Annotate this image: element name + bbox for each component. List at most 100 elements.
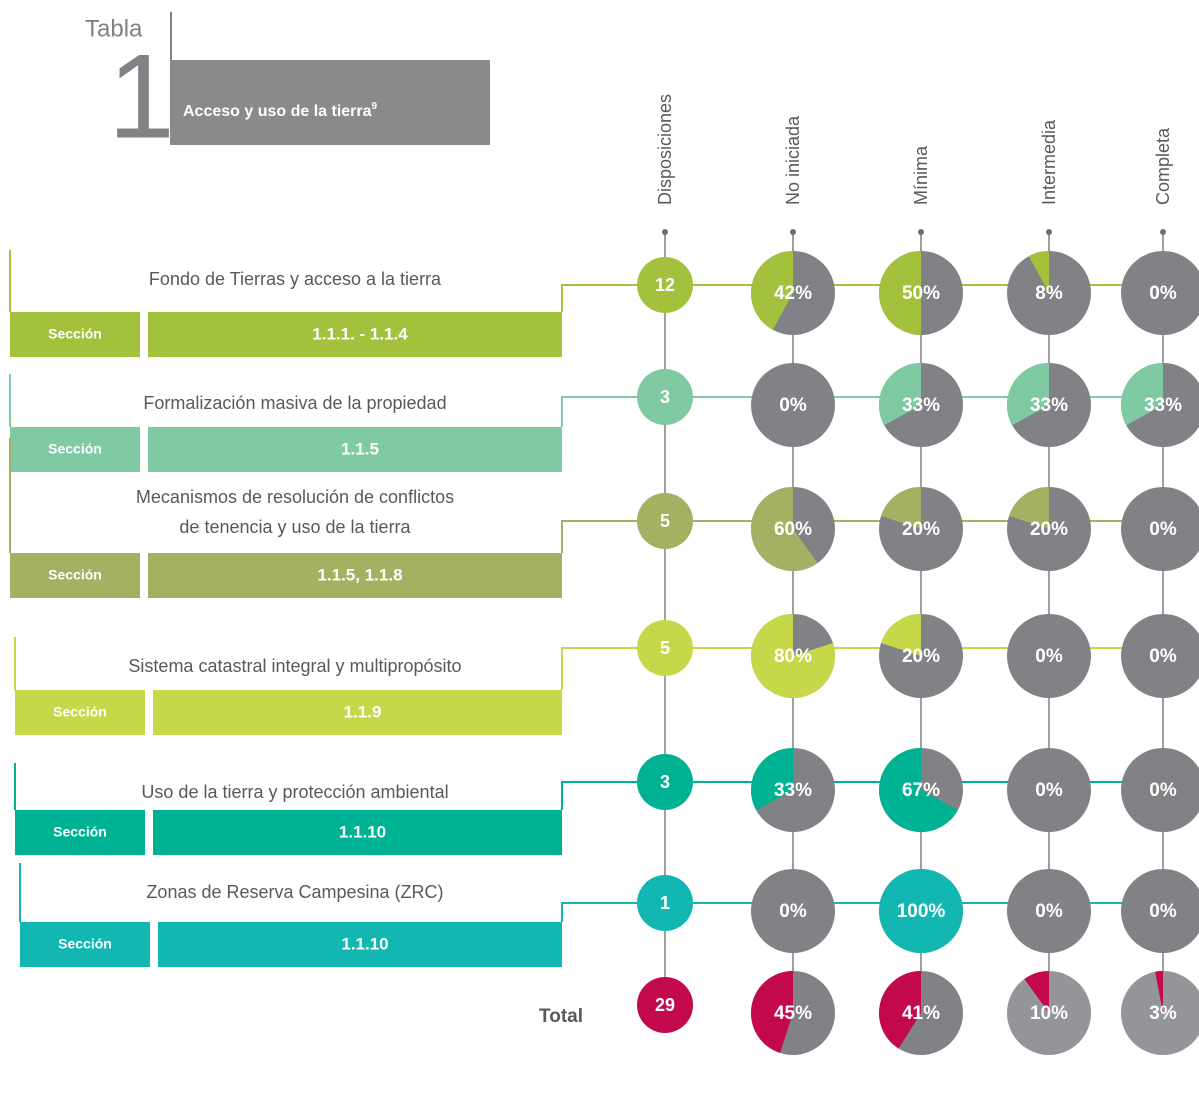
value-label: 0% — [1035, 646, 1063, 667]
row-connector — [561, 647, 1199, 690]
pie-background — [1121, 869, 1199, 953]
pie-background — [1121, 748, 1199, 832]
pie-slice — [879, 869, 963, 953]
count: 5 — [660, 638, 670, 658]
row-name: Mecanismos de resolución de conflictos — [136, 487, 454, 507]
pie-slice — [881, 487, 921, 529]
value-label: 0% — [1149, 646, 1177, 667]
section: 1.1.10 — [341, 934, 388, 953]
section-label: Sección — [58, 936, 112, 952]
section-box — [148, 553, 562, 598]
pie-slice — [751, 614, 835, 698]
value-label: 0% — [1035, 901, 1063, 922]
pie-slice — [1121, 363, 1163, 426]
pie-background — [1007, 869, 1091, 953]
pie-slice — [879, 251, 921, 335]
value-label: 10% — [1030, 1003, 1068, 1024]
value-label: 33% — [902, 395, 940, 416]
column-dot — [790, 229, 796, 235]
column-header: Disposiciones — [655, 94, 675, 205]
section-box — [158, 922, 562, 967]
row-name: Uso de la tierra y protección ambiental — [141, 782, 448, 802]
value-label: 0% — [779, 901, 807, 922]
row-connector — [561, 902, 1199, 922]
pie-slice — [878, 971, 921, 1049]
value-label: 3% — [1149, 1003, 1177, 1024]
section: 1.1.1. - 1.1.4 — [312, 324, 408, 343]
count-circle — [637, 977, 693, 1033]
section-box — [148, 427, 562, 472]
section-box — [148, 312, 562, 357]
section-box — [153, 810, 562, 855]
column-header: Intermedia — [1039, 119, 1059, 205]
row-connector — [561, 781, 1199, 810]
count-circle — [637, 493, 693, 549]
value-label: 33% — [1144, 395, 1182, 416]
pie-background — [1121, 487, 1199, 571]
value-label: 60% — [774, 519, 812, 540]
table-number: 1 — [108, 30, 175, 164]
value-label: 20% — [902, 646, 940, 667]
pie-background — [1121, 971, 1199, 1055]
section: 1.1.9 — [344, 702, 382, 721]
pie-slice — [1024, 971, 1049, 1013]
pie-slice — [1009, 487, 1049, 529]
count: 12 — [655, 275, 675, 295]
pie-background — [1007, 748, 1091, 832]
count-circle — [637, 754, 693, 810]
row-connector — [561, 284, 1199, 312]
pie-slice — [879, 748, 958, 832]
column-header: Mínima — [911, 145, 931, 205]
row-name: Sistema catastral integral y multipropós… — [128, 656, 461, 676]
section-label: Sección — [53, 704, 107, 720]
value-label: 20% — [902, 519, 940, 540]
section-label: Sección — [48, 326, 102, 342]
section-box — [153, 690, 562, 735]
section-label-box — [15, 690, 145, 735]
pie-slice — [751, 748, 793, 811]
section: 1.1.5, 1.1.8 — [317, 565, 402, 584]
pie-slice — [751, 251, 793, 330]
column-dot — [918, 229, 924, 235]
pie-slice — [750, 971, 793, 1053]
value-label: 100% — [897, 901, 946, 922]
value-label: 0% — [1149, 901, 1177, 922]
value-label: 80% — [774, 646, 812, 667]
pie-slice — [750, 487, 818, 571]
value-label: 0% — [1149, 283, 1177, 304]
title-text: Acceso y uso de la tierra — [183, 103, 372, 120]
section: 1.1.10 — [339, 822, 386, 841]
value-label: 0% — [1149, 519, 1177, 540]
count-circle — [637, 369, 693, 425]
section-label-box — [20, 922, 150, 967]
section-label-box — [10, 427, 140, 472]
value-label: 0% — [1149, 780, 1177, 801]
value-label: 8% — [1035, 283, 1063, 304]
pie-slice — [1006, 363, 1049, 426]
row-name: Formalización masiva de la propiedad — [143, 393, 446, 413]
row-name: Zonas de Reserva Campesina (ZRC) — [146, 882, 443, 902]
pie-background — [751, 363, 835, 447]
row-name: de tenencia y uso de la tierra — [179, 517, 411, 537]
value-label: 33% — [774, 780, 812, 801]
pie-background — [1121, 251, 1199, 335]
count: 5 — [660, 511, 670, 531]
pie-slice — [1028, 251, 1049, 293]
column-header: No iniciada — [783, 115, 803, 205]
pie-background — [751, 869, 835, 953]
title-box — [170, 60, 490, 145]
count-circle — [637, 620, 693, 676]
value-label: 42% — [774, 283, 812, 304]
column-dot — [1046, 229, 1052, 235]
pie-slice — [881, 614, 921, 656]
count-circle — [637, 875, 693, 931]
column-header: Completa — [1153, 127, 1173, 205]
pie-slice — [1155, 971, 1163, 1013]
value-label: 67% — [902, 780, 940, 801]
column-dot — [1160, 229, 1166, 235]
table-title: Acceso y uso de la tierra9 — [183, 101, 378, 121]
value-label: 0% — [1035, 780, 1063, 801]
value-label: 33% — [1030, 395, 1068, 416]
count: 1 — [660, 893, 670, 913]
